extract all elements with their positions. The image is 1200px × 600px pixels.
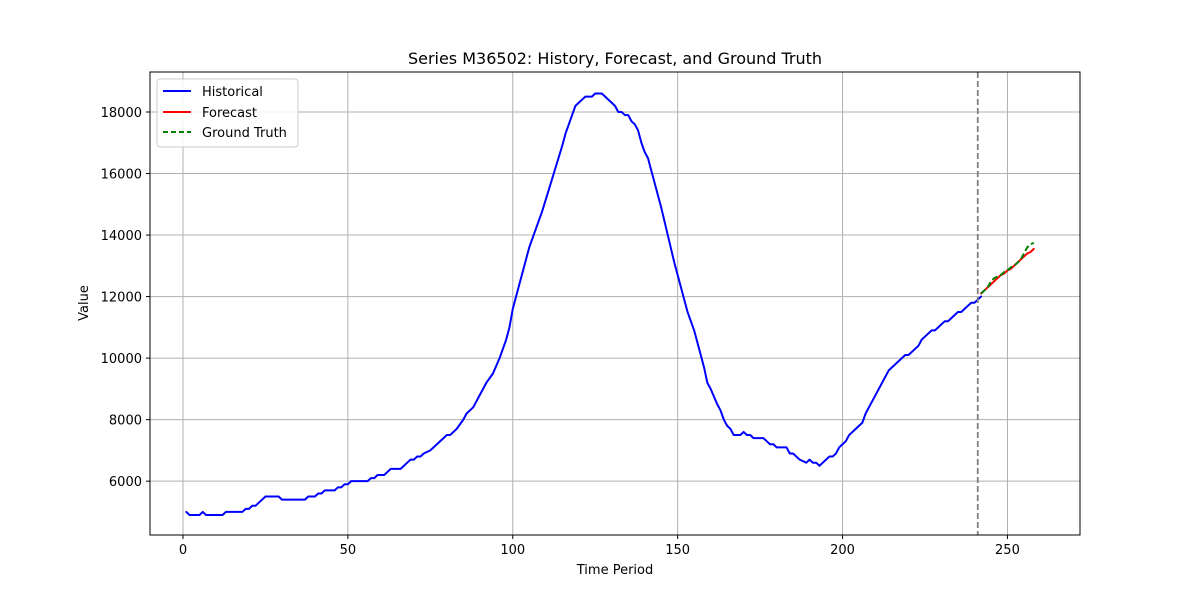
grid-lines bbox=[150, 72, 1080, 535]
legend-ground-truth-label: Ground Truth bbox=[202, 126, 287, 141]
y-tick-label: 8000 bbox=[109, 414, 142, 429]
series-line-historical bbox=[185, 92, 983, 516]
y-tick-label: 10000 bbox=[101, 352, 142, 367]
x-tick-label: 100 bbox=[500, 543, 525, 558]
plot-frame bbox=[149, 71, 1081, 536]
legend: Historical Forecast Ground Truth bbox=[156, 78, 299, 148]
x-tick-label: 150 bbox=[665, 543, 690, 558]
legend-forecast-label: Forecast bbox=[202, 106, 257, 121]
axis-ticks: 0 50 100 150 200 250 6000 8000 10000 12000 14000 16… bbox=[101, 106, 1020, 558]
legend-historical-label: Historical bbox=[202, 85, 263, 100]
series-line-ground-truth bbox=[980, 241, 1035, 295]
chart-title: Series M36502: History, Forecast, and Gr… bbox=[408, 49, 822, 68]
x-axis-label: Time Period bbox=[576, 563, 653, 578]
x-tick-label: 250 bbox=[995, 543, 1020, 558]
legend-box bbox=[156, 78, 299, 148]
x-tick-label: 0 bbox=[179, 543, 187, 558]
y-tick-label: 14000 bbox=[101, 229, 142, 244]
y-axis-label: Value bbox=[77, 285, 92, 321]
x-tick-label: 200 bbox=[830, 543, 855, 558]
x-tick-label: 50 bbox=[340, 543, 357, 558]
series-layer bbox=[185, 92, 1035, 516]
y-tick-label: 18000 bbox=[101, 106, 142, 121]
y-tick-label: 6000 bbox=[109, 475, 142, 490]
y-tick-label: 12000 bbox=[101, 291, 142, 306]
y-tick-label: 16000 bbox=[101, 168, 142, 183]
